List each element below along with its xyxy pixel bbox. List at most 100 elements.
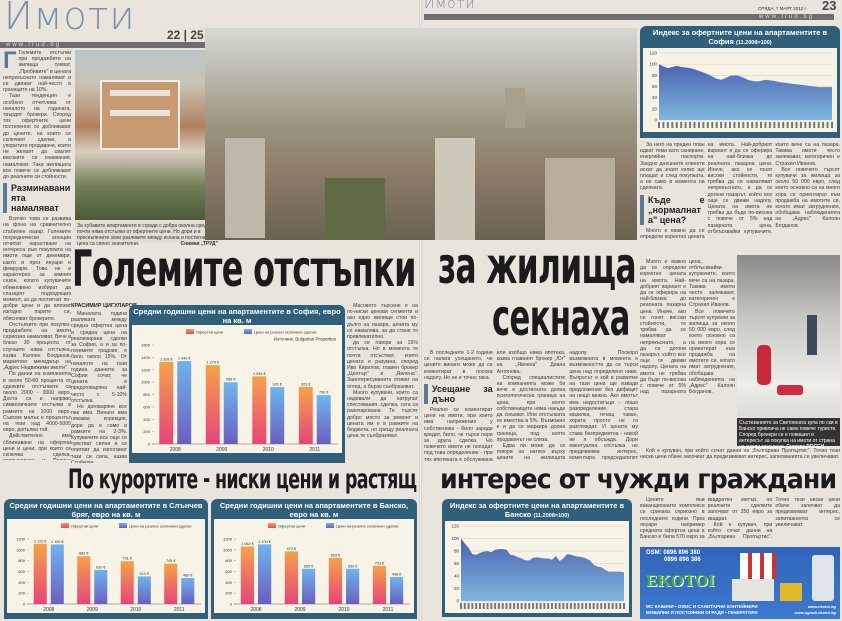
- legend-label: Цени на реално сключени сделки: [129, 524, 191, 529]
- subhead-discrepancies: Разминаванията намаляват: [3, 183, 71, 214]
- y-tick-label: 80: [454, 549, 460, 554]
- x-tick-mark: [535, 603, 538, 609]
- x-tick-mark: [550, 603, 553, 609]
- x-tick-mark: [543, 603, 546, 609]
- data-label: 745 €: [166, 559, 176, 563]
- y-tick-label: 80: [652, 73, 658, 78]
- page-number: 23: [822, 0, 837, 13]
- bar-real-2009: [223, 382, 238, 444]
- y-tick-label: 1200: [223, 537, 233, 542]
- x-tick-mark: [524, 603, 527, 609]
- x-tick-label: 2009: [216, 447, 227, 453]
- x-tick-mark: [684, 122, 687, 128]
- x-tick-mark: [799, 122, 802, 128]
- resorts-headline-left: По курортите - ниски цени и растящ: [68, 464, 417, 495]
- x-tick-mark: [528, 603, 531, 609]
- container-image: [732, 579, 774, 601]
- resorts-headline-right: интерес от чужди граждани: [440, 464, 837, 495]
- data-label: 853 €: [331, 553, 341, 557]
- chart-title: Индекс за офертните цени на апартаментит…: [449, 501, 625, 519]
- x-tick-mark: [666, 122, 669, 128]
- y-tick-label: 1400: [141, 355, 151, 360]
- x-tick-mark: [558, 603, 561, 609]
- y-tick-label: 600: [225, 569, 232, 574]
- legend-label: Офертни цени: [71, 524, 98, 529]
- ad-website-2[interactable]: www.ogradi-ekotoi.bg: [794, 610, 836, 615]
- x-tick-mark: [520, 603, 523, 609]
- x-tick-label: 2009: [87, 607, 98, 613]
- x-tick-mark: [662, 122, 665, 128]
- lead-article-column: Г Големите отстъпки при продажбите на жил…: [3, 50, 71, 460]
- x-tick-mark: [554, 603, 557, 609]
- x-tick-mark: [733, 122, 736, 128]
- x-tick-mark: [539, 603, 542, 609]
- sunny-beach-prices-chart: Средни годишни цени на апартаментите в С…: [4, 499, 208, 619]
- data-label: 1 100 €: [258, 540, 272, 544]
- x-tick-mark: [817, 122, 820, 128]
- x-tick-label: 2008: [170, 447, 181, 453]
- y-tick-label: 0: [148, 442, 151, 447]
- index-area: [659, 64, 832, 120]
- legend-label: Офертни цени: [278, 524, 305, 529]
- x-tick-mark: [755, 122, 758, 128]
- y-tick-label: 800: [225, 558, 232, 563]
- x-tick-mark: [463, 603, 466, 609]
- x-tick-mark: [782, 122, 785, 128]
- x-tick-label: 2010: [130, 607, 141, 613]
- x-tick-mark: [547, 603, 550, 609]
- x-tick-mark: [611, 603, 614, 609]
- x-tick-label: 2011: [174, 607, 185, 613]
- x-tick-mark: [826, 122, 829, 128]
- x-tick-mark: [764, 122, 767, 128]
- x-tick-mark: [777, 122, 780, 128]
- bansko-index-chart: Индекс за офертните цени на апартаментит…: [442, 499, 632, 617]
- x-tick-mark: [592, 603, 595, 609]
- y-tick-label: 40: [454, 574, 460, 579]
- generator-image: [780, 583, 802, 601]
- x-tick-mark: [460, 603, 462, 609]
- x-tick-mark: [671, 122, 674, 128]
- bar-offer-2010: [328, 557, 342, 604]
- legend-swatch: [244, 329, 252, 334]
- x-tick-mark: [808, 122, 811, 128]
- legend-swatch: [61, 523, 69, 528]
- ekotoi-advertisement[interactable]: GSM: 0896 896 380 0896 896 386 EKOTOI WC…: [640, 547, 840, 619]
- right-article-main: В последните 1-2 години се налага усещан…: [424, 350, 638, 463]
- x-tick-mark: [607, 603, 610, 609]
- resorts-article-top: Кой е купувач, при който сочат данни на …: [640, 448, 840, 461]
- x-tick-label: 2009: [294, 607, 305, 613]
- subhead-bottom-feeling: Усещане за дъно: [424, 384, 493, 405]
- ad-phone-2: 0896 896 386: [664, 557, 701, 563]
- ad-services-1: WC КАБИНИ • ОФИС И САНИТАРНИ КОНТЕЙНЕРИ: [646, 604, 758, 609]
- x-tick-mark: [724, 122, 727, 128]
- x-tick-mark: [737, 122, 740, 128]
- x-tick-label: 2010: [263, 447, 274, 453]
- index-area: [461, 538, 624, 601]
- y-tick-label: 1200: [16, 537, 26, 542]
- x-tick-mark: [600, 603, 603, 609]
- ad-website-1[interactable]: www.ekotoi.bg: [807, 604, 836, 609]
- chart-source: Източник: Bulgarian Properties: [274, 337, 337, 342]
- section-logo-right: Имоти: [424, 0, 476, 12]
- issue-date: СРЯДА, 7 МАРТ 2012 г.: [758, 6, 807, 11]
- data-label: 883 €: [79, 552, 89, 556]
- y-tick-label: 0: [230, 602, 233, 607]
- x-tick-mark: [569, 603, 572, 609]
- x-tick-mark: [697, 122, 700, 128]
- x-tick-mark: [728, 122, 731, 128]
- x-tick-mark: [596, 603, 599, 609]
- y-tick-label: 400: [225, 580, 232, 585]
- bar-real-2008: [258, 544, 272, 604]
- y-tick-label: 400: [143, 417, 150, 422]
- y-tick-label: 400: [18, 580, 25, 585]
- ad-services-2: МОБИЛНИ И ПОСТОЯННИ ОГРАДИ • ГЕНЕРАТОРИ: [646, 610, 758, 615]
- bar-offer-2010: [252, 376, 267, 444]
- y-tick-label: 0: [23, 602, 26, 607]
- y-tick-label: 100: [649, 62, 657, 67]
- data-label: 923 €: [301, 382, 311, 386]
- x-tick-mark: [791, 122, 794, 128]
- ski-photo-caption: Състезанието за Световната купа по ски в…: [737, 418, 840, 456]
- x-tick-mark: [746, 122, 749, 128]
- x-tick-mark: [813, 122, 816, 128]
- right-article-upper: За него на преден план идват теми като с…: [640, 142, 840, 240]
